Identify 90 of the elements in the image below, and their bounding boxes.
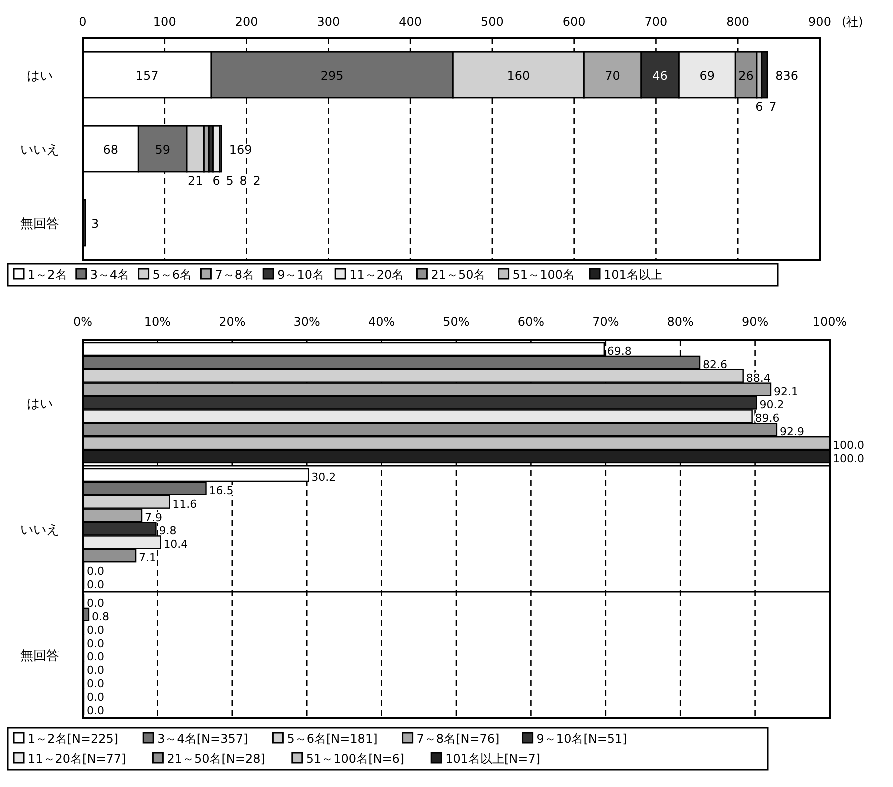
data-label: 82.6 (703, 358, 728, 372)
data-label: 68 (103, 143, 118, 157)
x-tick-label: 900 (808, 15, 832, 29)
data-label: 26 (738, 69, 754, 83)
y-tick-label: 無回答 (20, 649, 60, 664)
data-label: 70 (605, 69, 620, 83)
x-tick-label: 40% (368, 315, 396, 329)
x-tick-label: 200 (235, 15, 258, 29)
x-axis-title: (社) (842, 15, 864, 29)
data-label: 157 (136, 69, 159, 83)
data-label: 92.9 (780, 426, 804, 439)
x-tick-label: 800 (726, 15, 750, 29)
legend-label: 9～10名 (278, 268, 325, 282)
legend-label: 5～6名 (152, 268, 192, 282)
legend-label: 21～50名 (431, 268, 486, 282)
data-label: 30.2 (312, 470, 336, 484)
legend-label: 21～50名[N=28] (167, 752, 266, 766)
x-tick-label: 0% (73, 315, 93, 329)
x-tick-label: 100% (812, 315, 848, 329)
x-tick-label: 0 (79, 15, 87, 29)
legend-label: 51～100名 (512, 268, 575, 282)
data-label: 46 (652, 69, 668, 83)
data-label: 0.0 (87, 578, 104, 592)
legend-label: 3～4名 (90, 268, 130, 282)
data-label: 6 (212, 174, 220, 188)
legend-label: 1～2名 (28, 268, 68, 282)
legend-label: 7～8名 (215, 268, 254, 282)
data-label: 7 (769, 100, 777, 114)
x-tick-label: 50% (443, 315, 470, 329)
legend-label: 11～20名 (350, 268, 404, 282)
y-tick-label: 無回答 (20, 217, 60, 232)
data-label: 0.0 (87, 678, 104, 691)
x-tick-label: 500 (480, 15, 504, 29)
data-label: 0.0 (87, 664, 104, 678)
data-label: 90.2 (760, 398, 784, 412)
x-tick-label: 100 (153, 15, 176, 29)
data-label: 0.0 (87, 691, 104, 704)
y-tick-label: はい (27, 397, 53, 412)
data-label: 89.6 (755, 412, 780, 426)
data-label: 160 (507, 69, 530, 83)
x-tick-label: 10% (144, 315, 172, 329)
data-label: 9.8 (159, 524, 177, 538)
x-tick-label: 20% (219, 315, 246, 329)
data-label: 69.8 (607, 344, 632, 358)
legend-label: 11～20名[N=77] (28, 752, 126, 766)
data-label: 5 (226, 174, 234, 188)
data-label: 69 (700, 69, 716, 83)
y-tick-label: いいえ (20, 523, 60, 538)
x-tick-label: 70% (592, 315, 620, 329)
legend-label: 9～10名[N=51] (536, 732, 628, 746)
x-tick-label: 600 (562, 15, 586, 29)
data-label: 21 (188, 174, 204, 188)
data-label: 6 (756, 100, 764, 114)
data-label: 0.0 (87, 596, 104, 610)
legend-label: 101名以上 (604, 268, 663, 282)
y-tick-label: いいえ (20, 143, 60, 158)
legend-label: 7～8名[N=76] (416, 732, 500, 746)
x-tick-label: 80% (667, 315, 694, 329)
y-tick-label: はい (27, 69, 53, 84)
data-label: 0.0 (87, 650, 104, 664)
data-label: 295 (320, 69, 344, 83)
data-label: 3 (91, 217, 100, 231)
x-tick-label: 300 (317, 15, 340, 29)
data-label: 59 (155, 143, 170, 157)
data-label: 2 (253, 174, 261, 188)
data-label: 100.0 (833, 439, 864, 452)
data-label: 100.0 (833, 452, 864, 466)
data-label: 0.8 (92, 610, 110, 624)
x-tick-label: 700 (644, 15, 668, 29)
data-label: 11.6 (172, 498, 198, 511)
legend-label: 101名以上[N=7] (446, 752, 541, 766)
data-label: 88.4 (746, 372, 771, 385)
data-label: 7.1 (139, 552, 157, 565)
data-label: 0.0 (87, 704, 104, 718)
x-tick-label: 60% (518, 315, 545, 329)
data-label: 0.0 (87, 637, 104, 650)
legend-label: 1～2名[N=225] (28, 732, 119, 746)
legend-label: 3～4名[N=357] (158, 732, 248, 746)
data-label: 92.1 (774, 385, 798, 398)
total-label: 836 (776, 69, 798, 83)
data-label: 10.4 (164, 538, 188, 552)
data-label: 0.0 (87, 624, 104, 637)
x-tick-label: 30% (294, 315, 320, 329)
data-label: 7.9 (145, 511, 163, 524)
legend-label: 5～6名[N=181] (287, 732, 378, 746)
legend-label: 51～100名[N=6] (306, 752, 405, 766)
x-tick-label: 400 (399, 15, 422, 29)
x-tick-label: 90% (742, 315, 769, 329)
data-label: 0.0 (87, 565, 104, 578)
data-label: 16.5 (209, 484, 234, 498)
